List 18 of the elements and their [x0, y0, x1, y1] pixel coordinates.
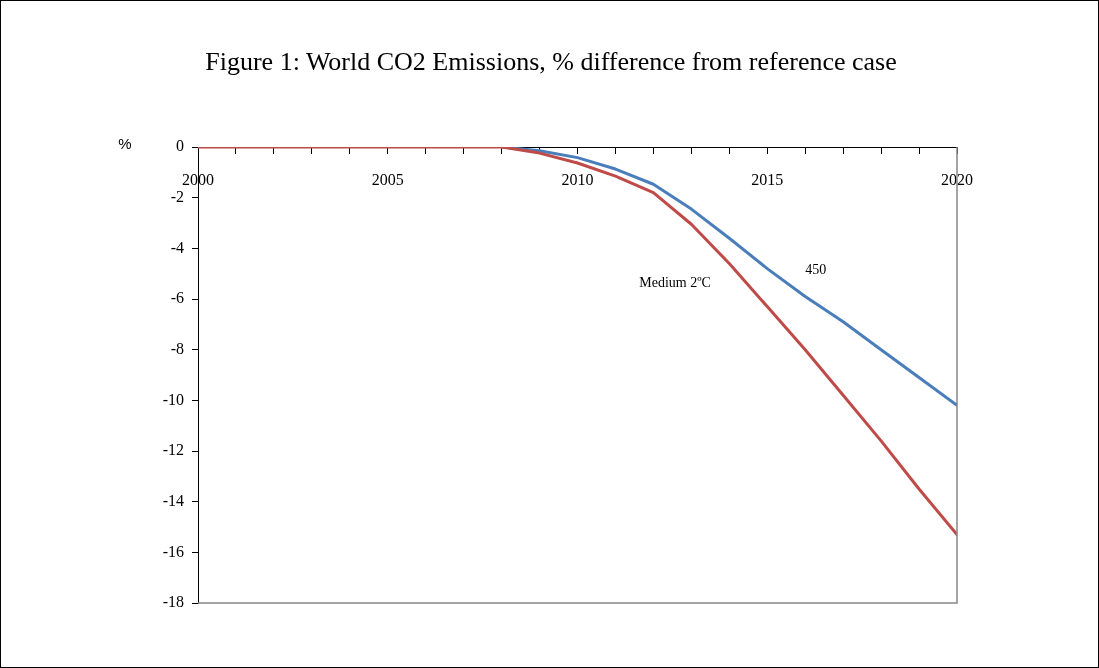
y-tick-label: -6: [170, 289, 184, 307]
x-tick-label: 2010: [561, 170, 594, 188]
y-tick-label: -10: [162, 390, 184, 408]
y-tick-label: -16: [162, 542, 184, 560]
y-tick-label: -4: [170, 238, 184, 256]
x-tick-label: 2005: [371, 170, 404, 188]
x-tick-label: 2015: [751, 170, 784, 188]
y-axis-title: %: [118, 135, 132, 153]
y-tick-label: 0: [176, 137, 184, 155]
y-tick-label: -12: [162, 441, 184, 459]
series-label: Medium 2ºC: [639, 275, 711, 291]
y-tick-label: -18: [162, 593, 184, 611]
x-tick-label: 2020: [941, 170, 973, 188]
series-label: 450: [805, 262, 827, 278]
chart-title: Figure 1: World CO2 Emissions, % difference from reference case: [205, 46, 897, 76]
y-tick-label: -2: [170, 187, 184, 205]
y-tick-label: -14: [162, 491, 184, 509]
y-tick-label: -8: [170, 339, 184, 357]
